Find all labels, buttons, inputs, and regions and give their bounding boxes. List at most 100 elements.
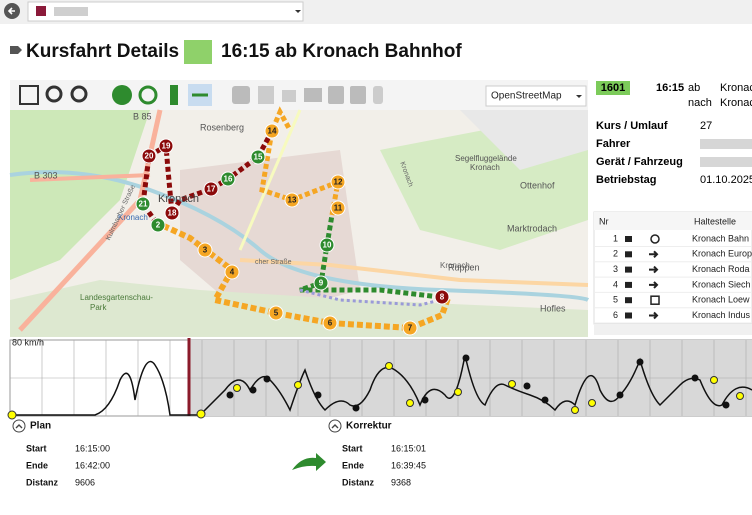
collapse-icon xyxy=(331,424,339,429)
row-number: 1 xyxy=(613,233,618,243)
stop-marker xyxy=(250,149,266,165)
stop-icon xyxy=(650,295,660,305)
selector[interactable] xyxy=(27,1,304,22)
stop-marker xyxy=(141,148,157,164)
route-plan xyxy=(299,288,449,307)
detail-value: 27 xyxy=(700,120,712,132)
stop-marker xyxy=(434,289,450,305)
stop-label: 15 xyxy=(254,153,263,162)
stop-label: 12 xyxy=(334,178,343,187)
collapse-button[interactable] xyxy=(12,419,26,433)
map-label: Marktrodach xyxy=(507,223,557,233)
row-number: 3 xyxy=(613,264,618,274)
stop-marker xyxy=(224,264,240,280)
field-value: 16:39:45 xyxy=(391,460,426,470)
layer-select[interactable] xyxy=(485,85,587,107)
field-label: Ende xyxy=(26,460,48,470)
field-value: 16:42:00 xyxy=(75,460,110,470)
stop-name: Kronach Indus xyxy=(692,310,751,320)
bus-icon xyxy=(625,281,632,288)
stop-marker xyxy=(402,320,418,336)
zoom-out[interactable] xyxy=(70,85,88,103)
field-label: Ende xyxy=(342,460,364,470)
signal-button[interactable] xyxy=(170,85,178,105)
arrow-icon xyxy=(292,453,326,471)
pass-icon xyxy=(649,250,659,259)
stops-button[interactable] xyxy=(112,85,132,105)
stop-label: 14 xyxy=(268,127,277,136)
locate-button[interactable] xyxy=(138,85,158,105)
stop-label: 8 xyxy=(440,293,445,302)
tool-button[interactable] xyxy=(328,86,344,104)
stop-marker xyxy=(268,305,284,321)
map-label: Ottenhof xyxy=(520,180,555,190)
stop-marker xyxy=(197,242,213,258)
column-header: Haltestelle xyxy=(694,216,736,226)
blurred-text xyxy=(54,7,88,16)
stop-marker xyxy=(284,192,300,208)
map-label: B 303 xyxy=(34,170,58,180)
pass-icon xyxy=(649,281,659,289)
stop-table xyxy=(593,211,752,325)
tool-button[interactable] xyxy=(350,86,366,104)
stop-marker xyxy=(319,237,335,253)
blurred-value xyxy=(700,157,752,167)
stops: 2 3 4 5 6 7 8 9 10 11 12 13 14 15 16 17 18 19 20 21 xyxy=(135,123,450,336)
field-value: 16:15:01 xyxy=(391,443,426,453)
dep-label: ab xyxy=(688,82,700,94)
stop-name: Kronach Europ xyxy=(692,249,752,259)
tool-button[interactable] xyxy=(232,86,250,104)
map[interactable]: B 85B 303RosenbergKronachSegelfluggeländ… xyxy=(9,106,590,337)
map-label: Ruppen xyxy=(448,262,480,272)
stop-name: Kronach Roda xyxy=(692,264,750,274)
route xyxy=(299,214,449,301)
section-title: Korrektur xyxy=(346,421,392,432)
zoom-in[interactable] xyxy=(45,85,63,103)
row-number: 4 xyxy=(613,279,618,289)
comparison: Plan Start 16:15:00 Ende 16:42:00 Distanz 9606… xyxy=(12,419,426,487)
map-label: Rosenberg xyxy=(200,122,244,132)
tool-button[interactable] xyxy=(258,86,274,104)
back-icon xyxy=(7,7,15,15)
dropdown-arrow xyxy=(576,95,582,98)
line-badge xyxy=(596,81,630,95)
map-label: Segelfluggelände xyxy=(455,154,517,163)
stop-label: 7 xyxy=(408,324,413,333)
stop-label: 6 xyxy=(328,319,333,328)
bus-icon xyxy=(625,312,632,319)
scrollbar[interactable] xyxy=(594,324,752,335)
field-value: 16:15:00 xyxy=(75,443,110,453)
stop-label: 17 xyxy=(207,185,216,194)
stop-marker xyxy=(135,196,151,212)
row-number: 6 xyxy=(613,310,618,320)
tool-button[interactable] xyxy=(282,90,296,102)
pass-icon xyxy=(649,311,659,320)
main-road xyxy=(29,173,151,182)
speed-max-label: 80 km/h xyxy=(12,337,44,347)
row-number: 2 xyxy=(613,249,618,259)
field-label: Distanz xyxy=(26,477,59,487)
stop-label: 20 xyxy=(145,152,154,161)
collapse-button[interactable] xyxy=(328,419,342,433)
line-number: 1601 xyxy=(601,82,625,94)
stop-marker xyxy=(330,200,346,216)
blurred-value xyxy=(700,139,752,149)
detail-label: Kurs / Umlauf xyxy=(596,120,668,132)
stop-label: 9 xyxy=(319,279,324,288)
page-title: Kursfahrt Details xyxy=(26,41,179,62)
table-header xyxy=(594,212,752,230)
tool-button[interactable] xyxy=(373,86,383,104)
stop-marker xyxy=(164,205,180,221)
to-stop: Kronac xyxy=(720,97,752,109)
toolbar-buttons[interactable] xyxy=(19,84,383,106)
stop-label: 3 xyxy=(203,246,208,255)
stop-marker xyxy=(264,123,280,139)
tool-button[interactable] xyxy=(304,88,322,102)
stop-label: 13 xyxy=(288,196,297,205)
line-color xyxy=(184,40,212,64)
fit-button[interactable] xyxy=(19,85,39,105)
detail-label: Gerät / Fahrzeug xyxy=(596,156,683,168)
stop-marker xyxy=(220,171,236,187)
airfield xyxy=(460,110,588,170)
